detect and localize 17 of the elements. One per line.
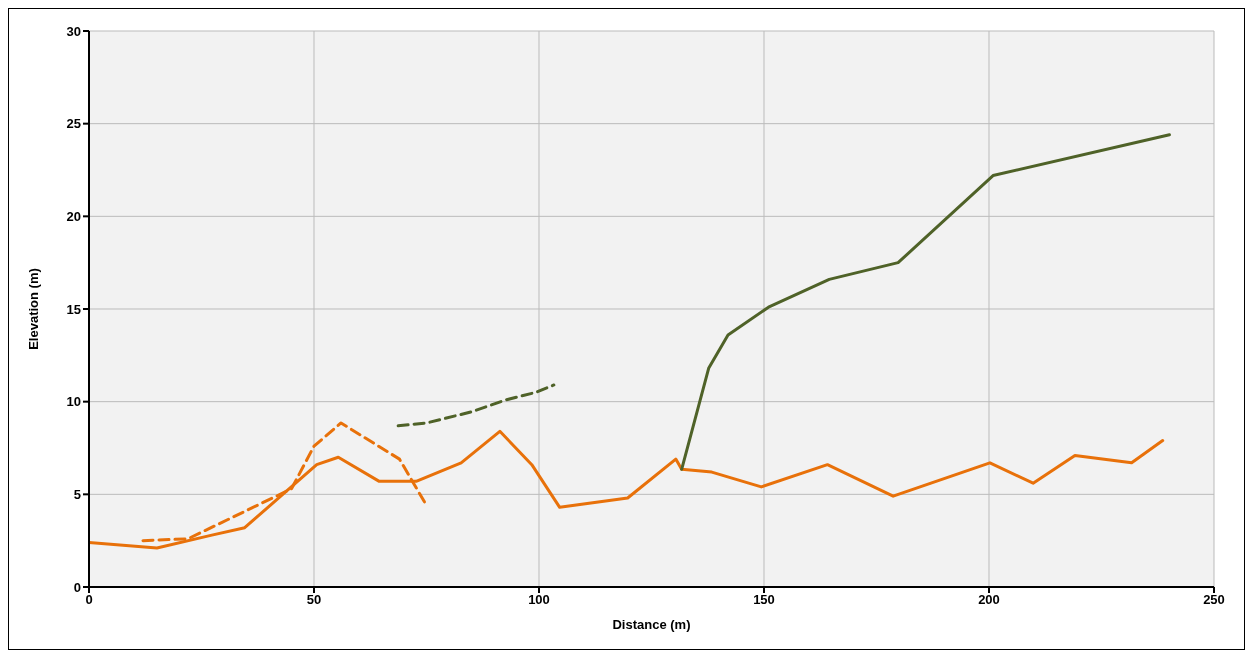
x-axis-title: Distance (m) xyxy=(612,617,691,632)
y-tick-label: 25 xyxy=(66,116,81,132)
y-tick-label: 10 xyxy=(66,394,81,410)
y-tick-label: 5 xyxy=(73,486,81,502)
y-tick-label: 0 xyxy=(73,579,81,595)
x-tick-label: 50 xyxy=(306,592,322,608)
y-axis-title: Elevation (m) xyxy=(25,268,41,350)
x-tick-label: 150 xyxy=(753,592,775,608)
x-tick-label: 0 xyxy=(85,592,93,608)
x-tick-label: 200 xyxy=(978,592,1000,608)
y-tick-label: 20 xyxy=(66,208,81,224)
x-tick-label: 100 xyxy=(528,592,550,608)
line-series xyxy=(396,383,556,428)
x-tick-label: 250 xyxy=(1203,592,1225,608)
y-tick-label: 15 xyxy=(66,301,81,317)
line-series xyxy=(680,133,1171,471)
y-tick-label: 30 xyxy=(66,23,81,39)
